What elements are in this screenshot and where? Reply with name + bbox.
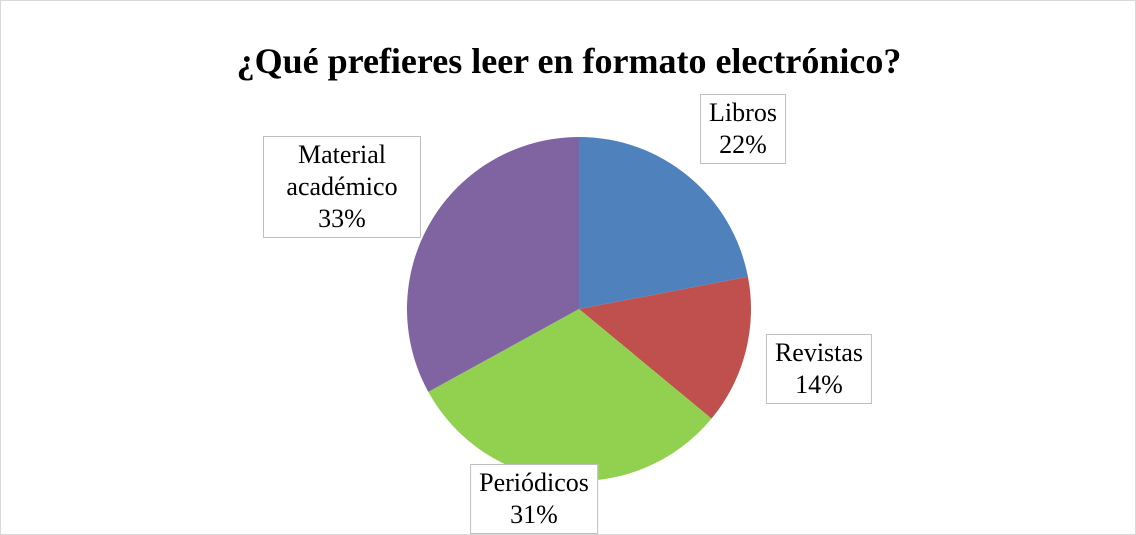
data-label: Libros 22% xyxy=(700,94,786,164)
data-label: Revistas 14% xyxy=(765,334,873,404)
data-label: Material académico 33% xyxy=(263,136,421,238)
category-label: Libros xyxy=(709,98,777,127)
pie-slice xyxy=(406,137,579,392)
category-label: Periódicos xyxy=(479,468,589,497)
pie-slice xyxy=(579,137,748,309)
pie-slice xyxy=(428,309,712,481)
data-label: Periódicos 31% xyxy=(470,464,598,534)
chart-title: ¿Qué prefieres leer en formato electróni… xyxy=(237,41,902,81)
value-label: 14% xyxy=(795,370,843,399)
value-label: 31% xyxy=(510,500,558,529)
value-label: 33% xyxy=(318,204,366,233)
category-label: Material académico xyxy=(286,140,398,201)
value-label: 22% xyxy=(719,130,767,159)
category-label: Revistas xyxy=(774,338,864,367)
pie-slice xyxy=(579,276,751,419)
